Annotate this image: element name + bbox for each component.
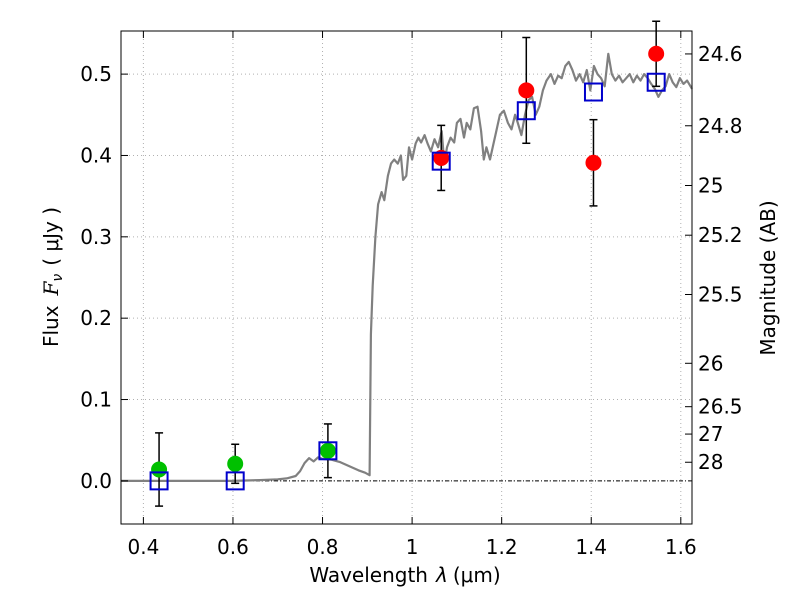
right-tick-label: 28 — [698, 450, 723, 474]
x-tick-label: 0.8 — [307, 535, 339, 559]
x-tick-label: 0.4 — [127, 535, 159, 559]
model-photometry-square — [318, 441, 338, 461]
y-axis-title-unit: ( μJy ) — [39, 207, 63, 266]
y-axis-title-prefix: Flux — [39, 305, 63, 347]
model-photometry-square — [431, 151, 451, 171]
right-axis-title: Magnitude (AB) — [756, 200, 780, 355]
x-tick-label: 1.6 — [665, 535, 697, 559]
x-tick-label: 1 — [406, 535, 419, 559]
y-tick-label: 0.2 — [80, 306, 112, 330]
grid — [121, 31, 692, 524]
right-tick-label: 25.2 — [698, 223, 743, 247]
model-photometry-square — [583, 82, 603, 102]
data-point — [585, 154, 602, 171]
marker-layer — [149, 45, 666, 491]
y-tick-label: 0.3 — [80, 225, 112, 249]
y-tick-label: 0.0 — [80, 469, 112, 493]
data-point — [151, 461, 168, 478]
right-tick-label: 25 — [698, 174, 723, 198]
right-tick-label: 24.8 — [698, 114, 743, 138]
model-photometry-square — [646, 72, 666, 92]
right-tick-label: 25.5 — [698, 283, 743, 307]
x-tick-label: 1.4 — [575, 535, 607, 559]
right-tick-label: 24.6 — [698, 42, 743, 66]
model-photometry-square — [149, 471, 169, 491]
y-axis-title-symbol: F — [39, 280, 63, 296]
right-tick-label: 26.5 — [698, 395, 743, 419]
model-photometry-square — [516, 101, 536, 121]
y-tick-label: 0.1 — [80, 388, 112, 412]
x-axis-title-symbol: λ — [435, 563, 448, 587]
y-axis-title-subscript: ν — [50, 274, 66, 282]
x-tick-label: 0.6 — [217, 535, 249, 559]
data-point — [648, 45, 665, 62]
plot-frame — [120, 30, 693, 525]
x-axis-title-unit: (μm) — [453, 563, 501, 587]
ticks: 0.4 0.6 0.8 1 1.2 1.4 1.6 0.0 0.1 0.2 0.3 0.4 0.5 24.… — [80, 31, 743, 559]
right-tick-label: 27 — [698, 422, 723, 446]
y-tick-label: 0.4 — [80, 143, 112, 167]
spectrum-line — [121, 52, 693, 482]
x-axis-title: Wavelength λ (μm) — [309, 563, 500, 587]
data-point — [319, 442, 336, 459]
x-axis-title-prefix: Wavelength — [309, 563, 428, 587]
right-tick-label: 26 — [698, 351, 723, 375]
model-photometry-square — [225, 471, 245, 491]
spectrum-layer — [121, 52, 693, 482]
x-tick-label: 1.2 — [486, 535, 518, 559]
data-point — [227, 455, 244, 472]
data-point — [518, 82, 535, 99]
y-tick-label: 0.5 — [80, 62, 112, 86]
y-axis-title: Flux Fν ( μJy ) — [39, 207, 66, 347]
